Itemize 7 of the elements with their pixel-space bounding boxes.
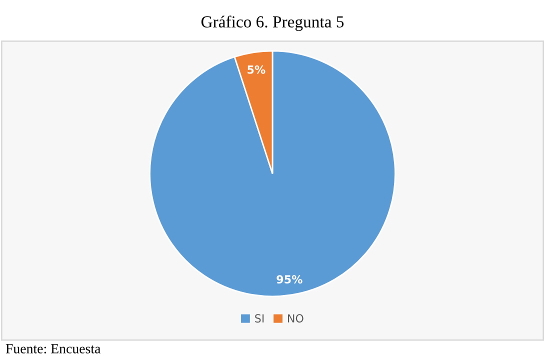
chart-title: Gráfico 6. Pregunta 5 bbox=[201, 16, 344, 31]
source-note: Fuente: Encuesta bbox=[6, 344, 101, 354]
data-label: 95% bbox=[276, 275, 302, 284]
pie-slice bbox=[149, 50, 396, 298]
legend-label: NO bbox=[288, 314, 304, 323]
data-label: 5% bbox=[248, 65, 266, 74]
legend-label: SI bbox=[255, 314, 264, 323]
